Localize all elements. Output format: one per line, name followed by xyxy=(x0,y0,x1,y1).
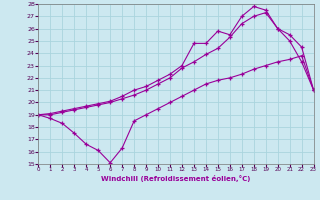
X-axis label: Windchill (Refroidissement éolien,°C): Windchill (Refroidissement éolien,°C) xyxy=(101,175,251,182)
